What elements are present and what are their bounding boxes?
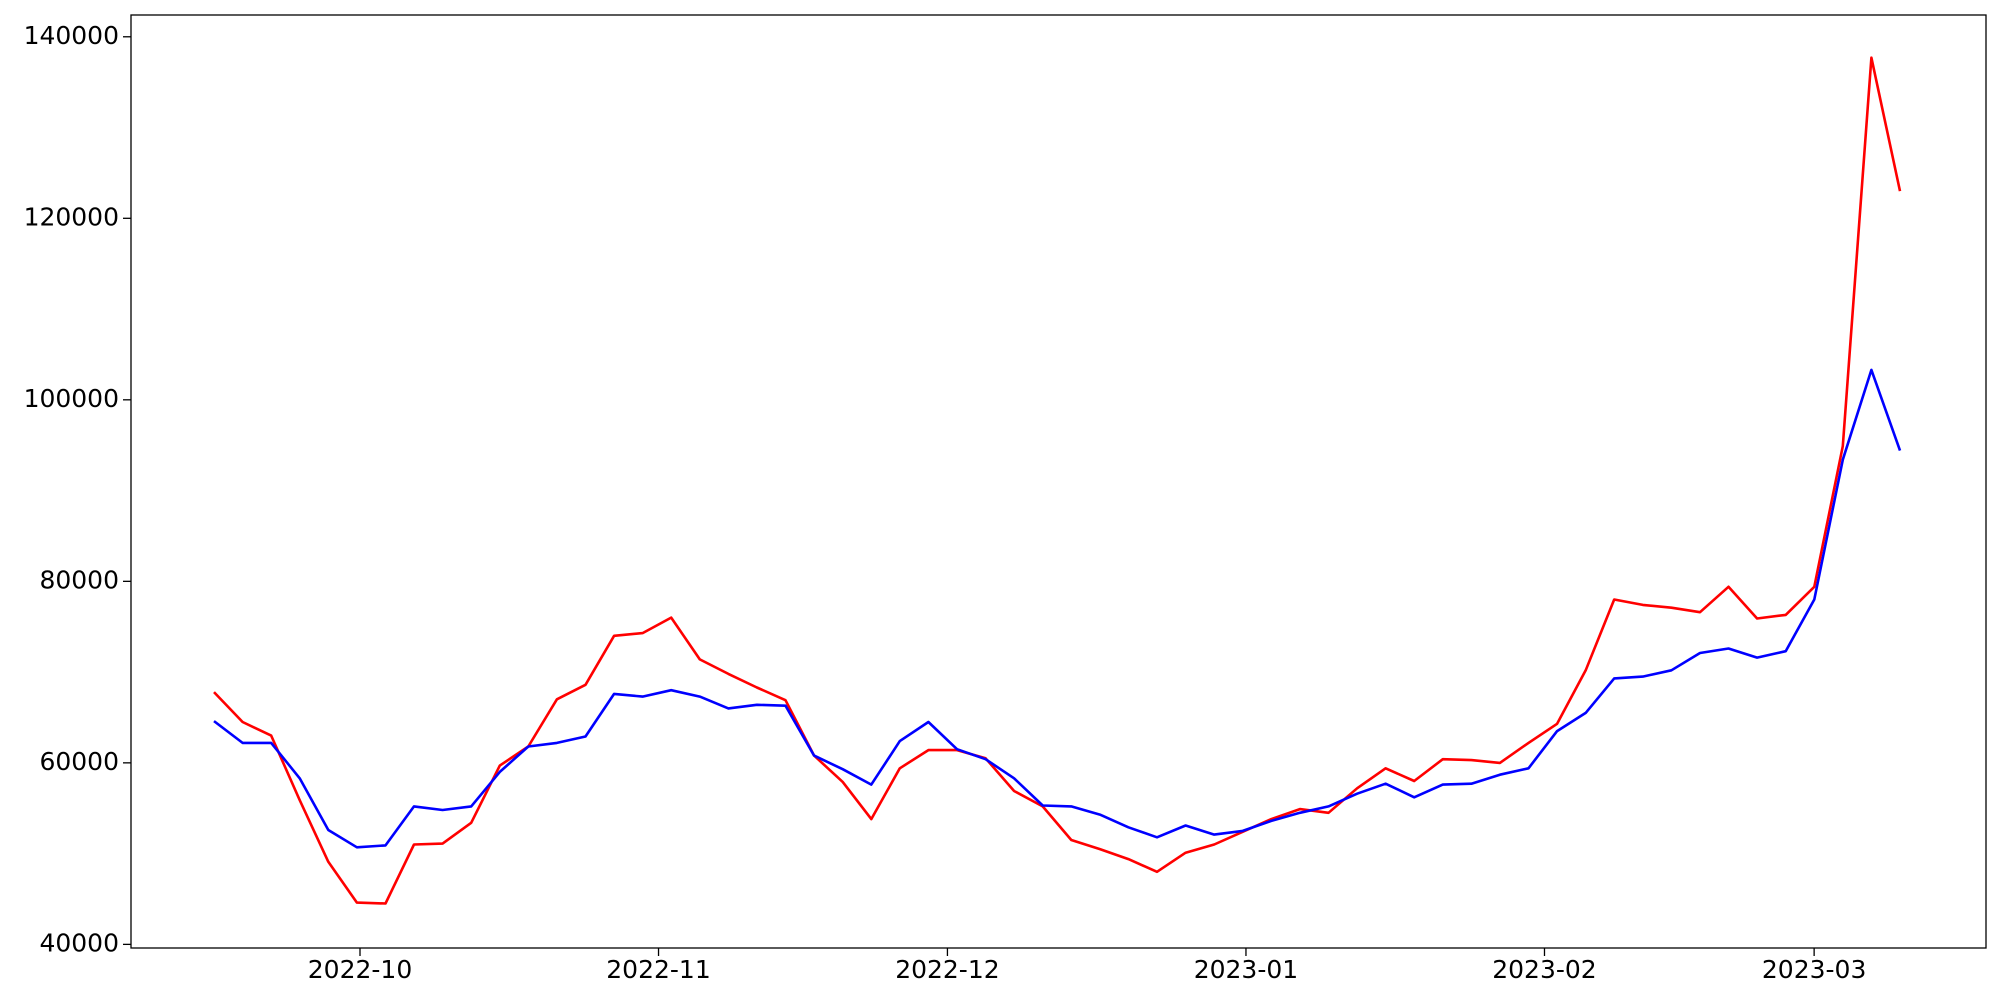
y-tick-label: 80000 <box>39 565 119 594</box>
x-tick-label: 2022-12 <box>895 955 999 984</box>
y-tick-label: 120000 <box>24 202 119 231</box>
y-tick-label: 100000 <box>24 384 119 413</box>
x-tick-label: 2023-01 <box>1194 955 1298 984</box>
x-tick-label: 2023-03 <box>1762 955 1866 984</box>
x-tick-label: 2022-10 <box>308 955 412 984</box>
y-tick-label: 60000 <box>39 747 119 776</box>
y-tick-label: 140000 <box>24 21 119 50</box>
x-tick-label: 2022-11 <box>606 955 710 984</box>
data-line <box>213 368 1902 849</box>
data-line <box>213 56 1902 905</box>
y-tick-label: 40000 <box>39 928 119 957</box>
plot-frame <box>130 14 1987 949</box>
x-tick-label: 2023-02 <box>1492 955 1596 984</box>
